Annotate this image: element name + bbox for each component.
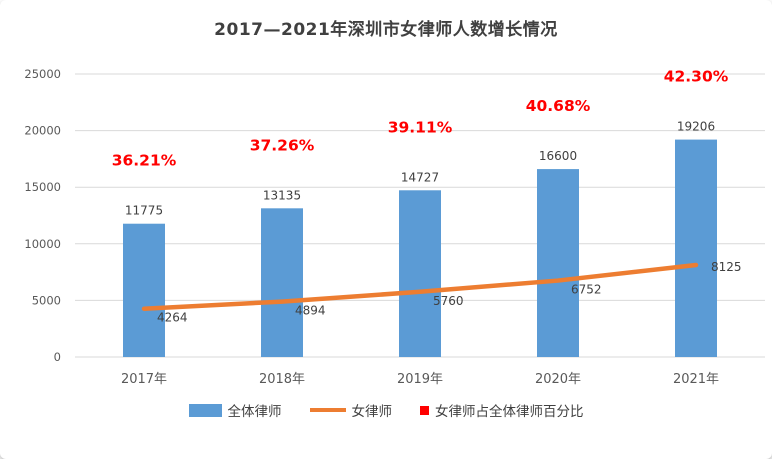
bar-series-swatch-icon [189, 404, 222, 417]
y-axis-tick-label: 10000 [24, 237, 61, 251]
legend-item-female-lawyers: 女律师 [310, 400, 393, 420]
line-value-label: 8125 [711, 260, 742, 274]
x-axis-label: 2021年 [673, 372, 719, 387]
y-axis-tick-label: 25000 [24, 67, 61, 81]
legend-label-percentage: 女律师占全体律师百分比 [435, 400, 584, 420]
chart-legend: 全体律师 女律师 女律师占全体律师百分比 [0, 400, 772, 420]
bar-value-label: 13135 [263, 188, 301, 202]
bar [537, 169, 579, 357]
y-axis-tick-label: 0 [54, 350, 61, 364]
x-axis-label: 2018年 [259, 372, 305, 387]
bar [261, 208, 303, 357]
legend-item-percentage: 女律师占全体律师百分比 [420, 400, 584, 420]
chart-title: 2017—2021年深圳市女律师人数增长情况 [0, 0, 772, 42]
line-value-label: 4894 [295, 304, 326, 318]
bar-value-label: 16600 [539, 149, 577, 163]
percentage-label: 40.68% [526, 97, 591, 115]
bar-value-label: 14727 [401, 170, 439, 184]
x-axis-label: 2020年 [535, 372, 581, 387]
y-axis-tick-label: 20000 [24, 124, 61, 138]
line-value-label: 6752 [571, 283, 602, 297]
percentage-label: 37.26% [250, 136, 315, 154]
line-value-label: 4264 [157, 311, 188, 325]
bar-value-label: 11775 [125, 204, 163, 218]
x-axis-label: 2019年 [397, 372, 443, 387]
y-axis-tick-label: 5000 [32, 293, 61, 307]
x-axis-label: 2017年 [121, 372, 167, 387]
bar [675, 140, 717, 357]
chart-card: 2017—2021年深圳市女律师人数增长情况 0 5000 10000 15000 20… [0, 0, 772, 459]
percentage-label: 42.30% [664, 68, 729, 86]
chart-plot-area: 0 5000 10000 15000 20000 25000 2017年 2018年 2019年… [0, 42, 772, 390]
bar [399, 190, 441, 357]
y-axis-tick-label: 15000 [24, 180, 61, 194]
legend-item-total-lawyers: 全体律师 [189, 400, 282, 420]
percent-series-swatch-icon [420, 406, 429, 415]
bar [123, 224, 165, 357]
bar-value-label: 19206 [677, 120, 715, 134]
legend-label-total-lawyers: 全体律师 [228, 400, 282, 420]
line-series-swatch-icon [310, 408, 346, 412]
percentage-label: 36.21% [112, 152, 177, 170]
legend-label-female-lawyers: 女律师 [352, 400, 393, 420]
line-value-label: 5760 [433, 294, 464, 308]
percentage-label: 39.11% [388, 118, 453, 136]
